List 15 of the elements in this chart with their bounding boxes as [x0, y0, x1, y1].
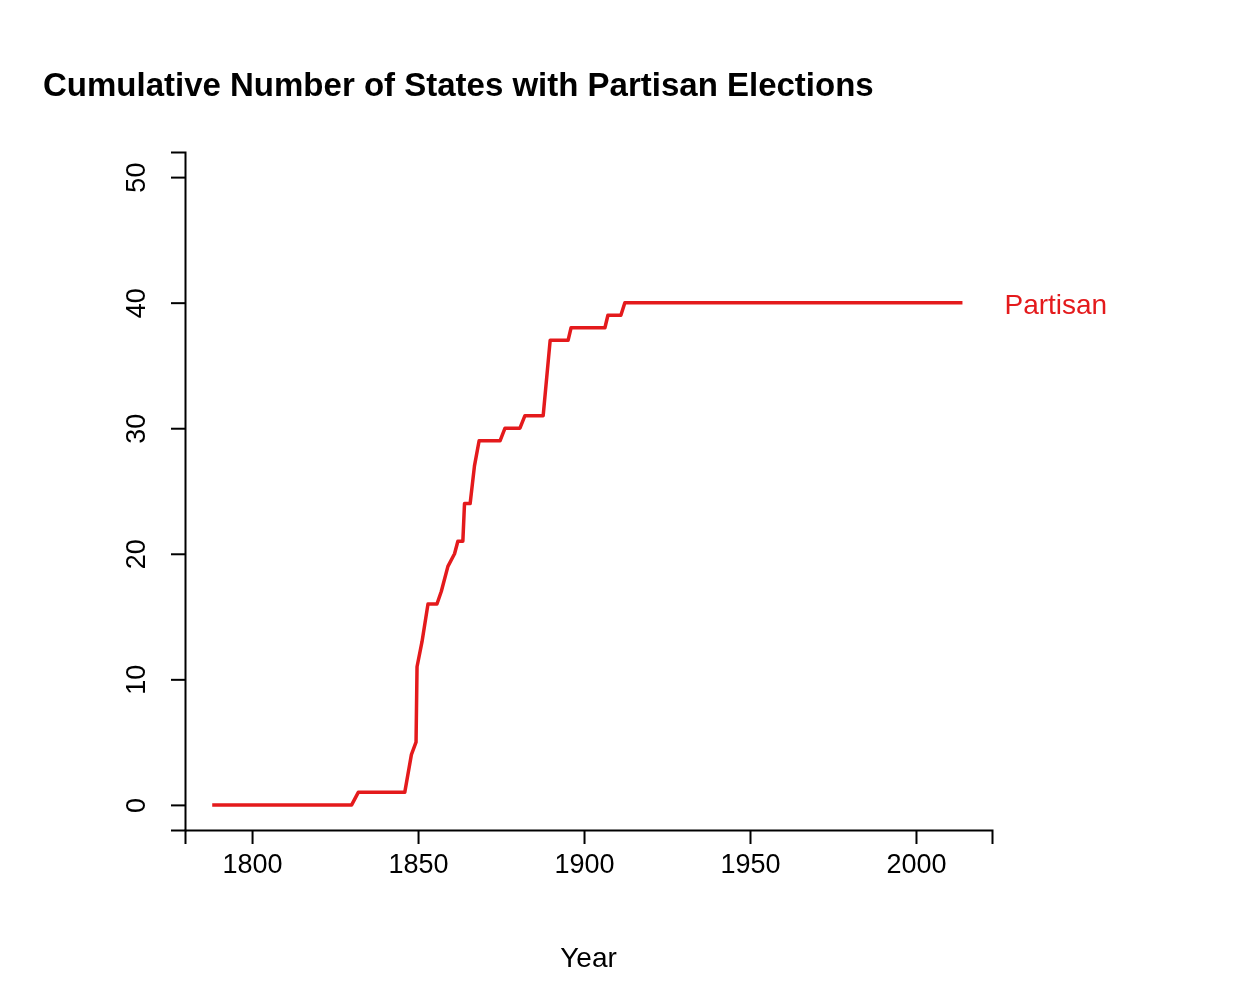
y-tick-label: 0 — [121, 797, 152, 813]
x-tick-label: 2000 — [886, 849, 947, 880]
chart-title: Cumulative Number of States with Partisan Elections — [43, 66, 874, 103]
series-label: Partisan — [1004, 288, 1108, 320]
x-tick-label: 1850 — [388, 849, 449, 880]
x-tick-label: 1950 — [720, 849, 781, 880]
x-tick-label: 1900 — [554, 849, 615, 880]
x-tick-label: 1800 — [222, 849, 283, 880]
y-tick-label: 30 — [121, 413, 152, 444]
y-tick-label: 50 — [121, 162, 152, 193]
line-series — [210, 300, 965, 807]
y-tick-label: 10 — [121, 664, 152, 695]
y-tick-label: 40 — [121, 288, 152, 319]
y-tick-label: 20 — [121, 539, 152, 570]
x-axis-title: Year — [560, 942, 617, 973]
